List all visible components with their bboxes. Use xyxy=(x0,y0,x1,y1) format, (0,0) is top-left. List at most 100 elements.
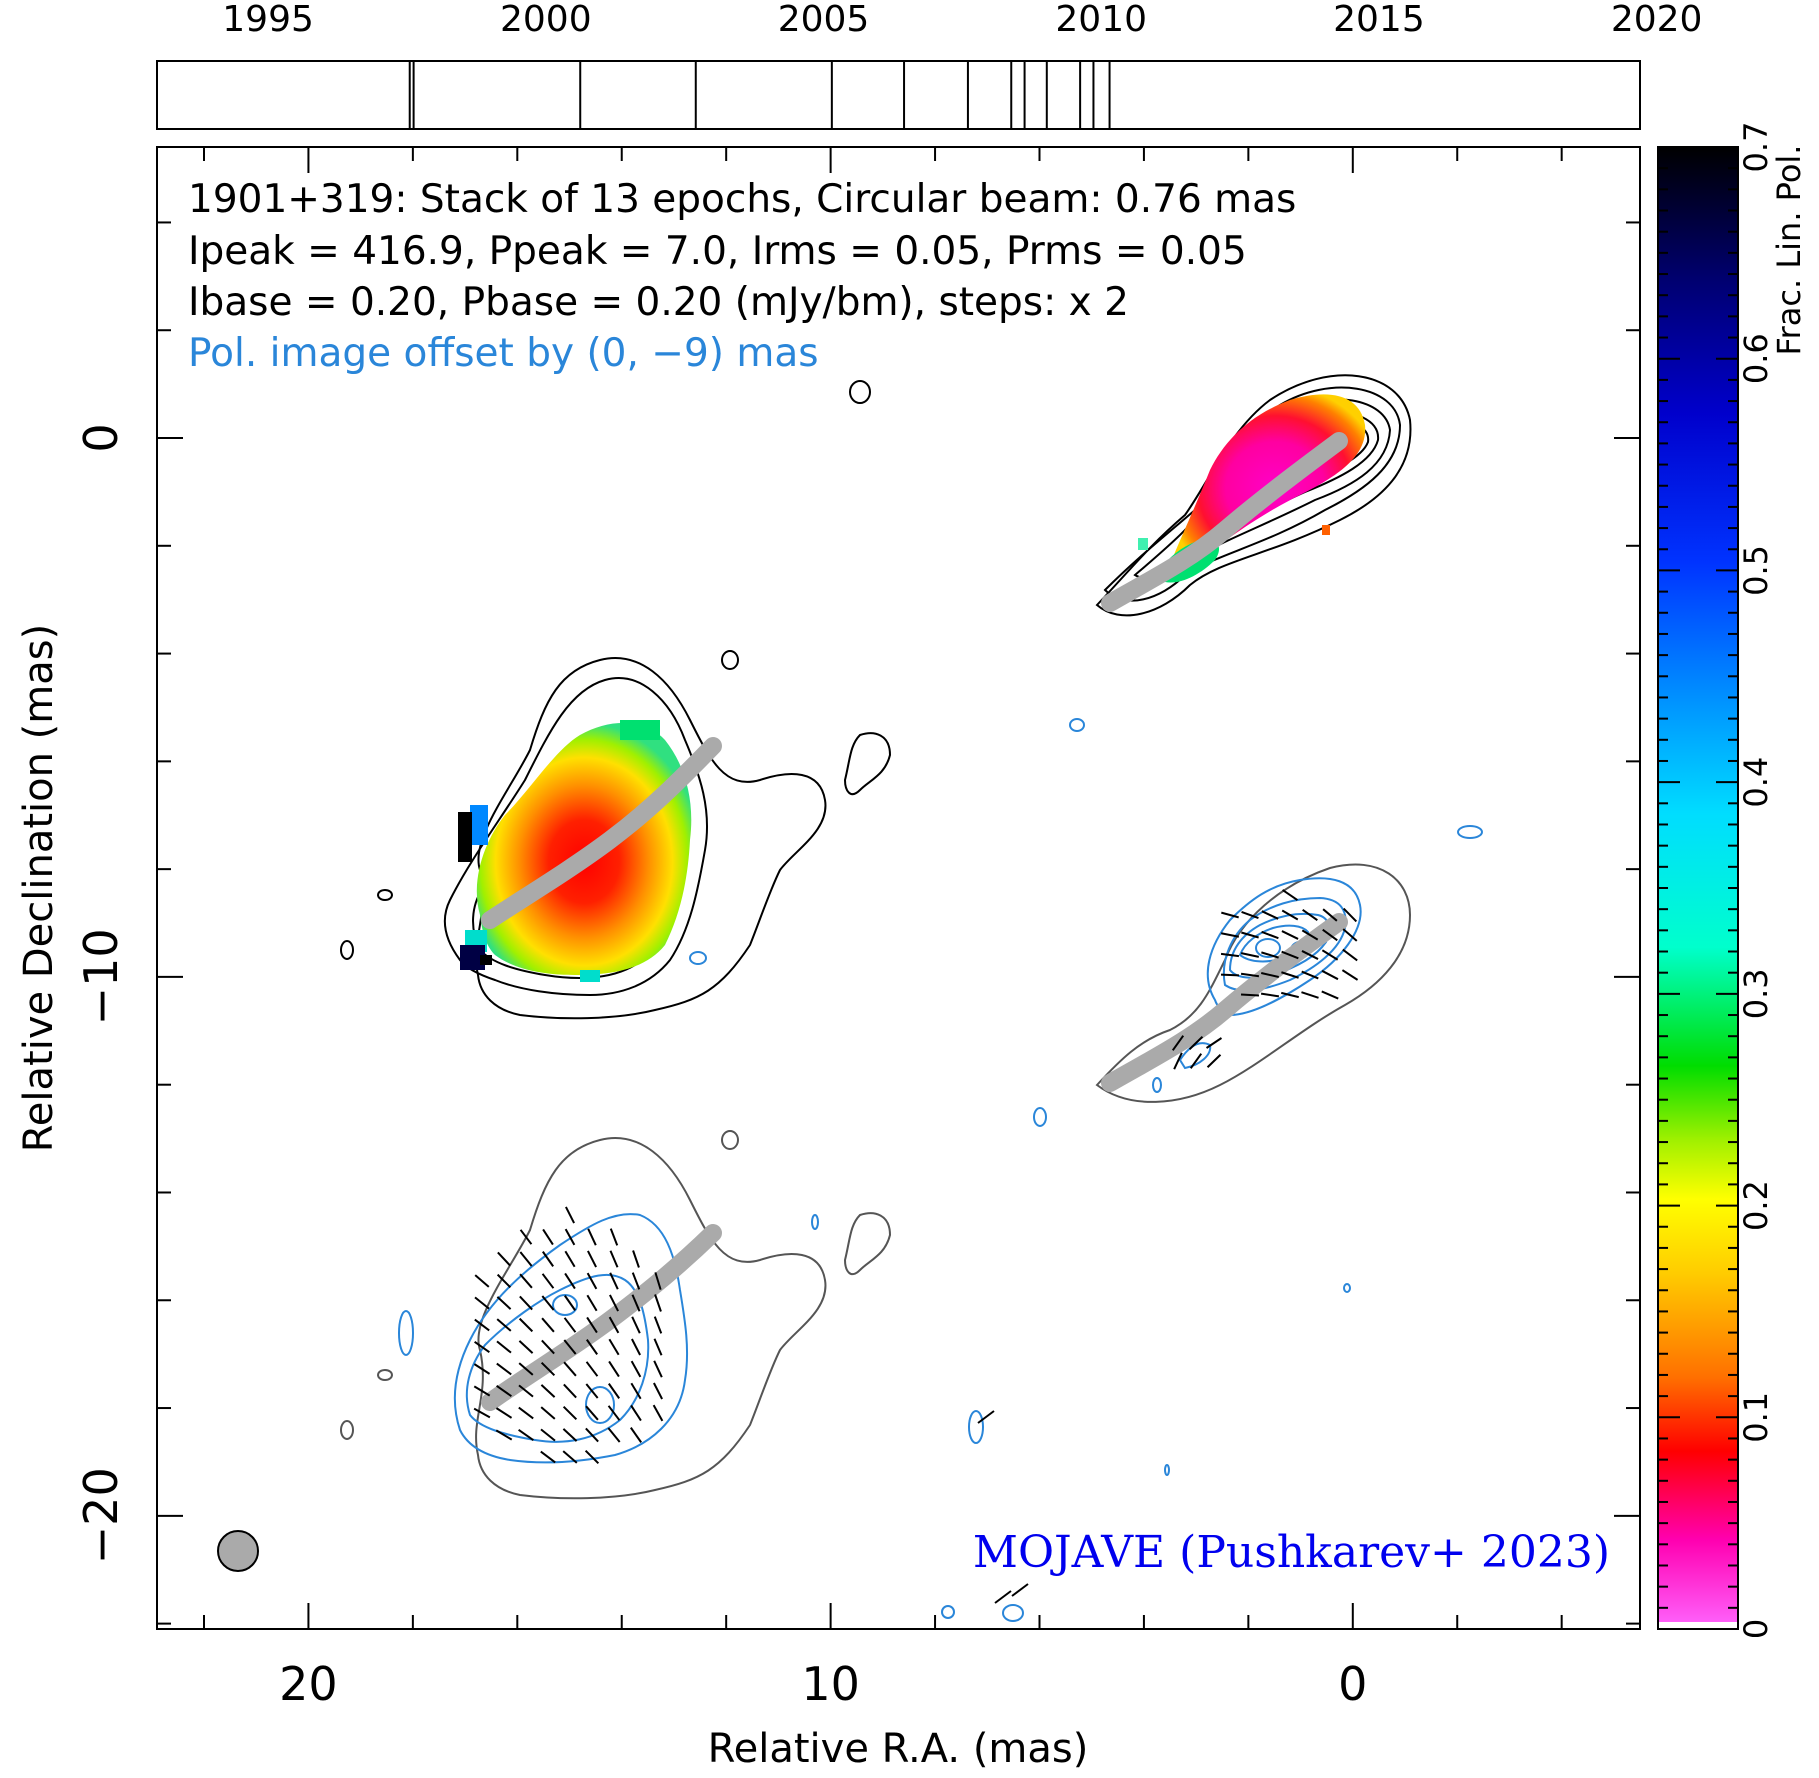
evpa-tick xyxy=(541,1295,555,1311)
pol-panel-intensity-contours xyxy=(340,863,1412,1500)
evpa-tick xyxy=(1301,929,1319,941)
evpa-tick xyxy=(586,1272,598,1290)
evpa-tick xyxy=(474,1274,490,1288)
colorbar-white-base xyxy=(1658,1622,1738,1629)
offset-note: Pol. image offset by (0, −9) mas xyxy=(188,331,819,376)
evpa-tick xyxy=(1260,992,1280,998)
evpa-tick xyxy=(562,1428,578,1442)
evpa-tick xyxy=(1173,1052,1183,1070)
evpa-tick xyxy=(541,1273,555,1289)
evpa-tick xyxy=(563,1383,577,1399)
evpa-tick xyxy=(542,1228,554,1246)
epoch-timeline: 1995 2000 2005 2010 2015 2020 xyxy=(156,0,1702,130)
evpa-tick xyxy=(540,1406,556,1420)
evpa-tick xyxy=(1301,970,1319,980)
evpa-tick xyxy=(518,1317,534,1333)
evpa-tick xyxy=(518,1406,534,1420)
evpa-tick xyxy=(1171,1035,1185,1051)
evpa-tick xyxy=(586,1316,598,1334)
evpa-tick xyxy=(540,1384,556,1398)
evpa-tick xyxy=(608,1383,620,1399)
timeline-epoch-marks xyxy=(408,61,1111,129)
evpa-tick xyxy=(541,1317,555,1333)
evpa-tick xyxy=(1240,952,1260,958)
evpa-tick xyxy=(1189,1053,1203,1069)
evpa-tick xyxy=(1011,1583,1029,1597)
evpa-tick xyxy=(1240,972,1260,978)
evpa-tick xyxy=(585,1405,599,1421)
evpa-tick xyxy=(564,1295,576,1311)
evpa-tick xyxy=(653,1316,663,1334)
evpa-tick xyxy=(1302,908,1318,922)
evpa-tick xyxy=(518,1340,534,1354)
evpa-tick xyxy=(609,1250,619,1268)
x-tick-label: 0 xyxy=(1338,1657,1367,1711)
evpa-tick xyxy=(653,1360,663,1378)
evpa-tick xyxy=(654,1272,662,1290)
evpa-tick xyxy=(518,1362,534,1376)
evpa-tick xyxy=(1322,928,1338,942)
evpa-tick xyxy=(1220,952,1240,958)
evpa-tick xyxy=(607,1427,621,1443)
evpa-tick xyxy=(631,1316,641,1334)
evpa-tick xyxy=(608,1338,620,1356)
evpa-tick xyxy=(1281,909,1299,921)
evpa-tick xyxy=(495,1407,513,1419)
colorbar-ticks: 0 0.1 0.2 0.3 0.4 0.5 0.6 0.7 xyxy=(1658,122,1775,1639)
evpa-tick xyxy=(1321,969,1339,981)
evpa-tick xyxy=(585,1427,599,1443)
evpa-tick xyxy=(609,1228,619,1246)
evpa-tick xyxy=(630,1404,642,1422)
evpa-tick xyxy=(630,1360,642,1378)
x-tick-label: 10 xyxy=(801,1657,860,1711)
ridgeline-polarization xyxy=(481,913,1348,1411)
map-tick-labels: 20 10 0 0 −10 −20 xyxy=(74,423,1367,1711)
evpa-tick xyxy=(496,1385,512,1397)
title-line-1: 1901+319: Stack of 13 epochs, Circular b… xyxy=(188,177,1296,222)
evpa-tick xyxy=(1261,910,1279,920)
timeline-year-label: 1995 xyxy=(222,0,314,40)
evpa-tick xyxy=(608,1360,620,1378)
evpa-tick xyxy=(653,1382,663,1400)
evpa-tick xyxy=(1281,930,1299,940)
evpa-tick xyxy=(631,1272,641,1290)
evpa-tick xyxy=(496,1273,512,1289)
evpa-tick xyxy=(630,1427,642,1443)
y-axis-label: Relative Declination (mas) xyxy=(16,624,62,1152)
evpa-tick xyxy=(565,1206,575,1224)
evpa-tick xyxy=(654,1294,662,1312)
evpa-tick xyxy=(563,1339,577,1355)
evpa-tick xyxy=(1301,991,1319,999)
evpa-tick xyxy=(652,1404,664,1422)
evpa-tick xyxy=(496,1340,512,1354)
colorbar: 0 0.1 0.2 0.3 0.4 0.5 0.6 0.7 Frac. Lin. Pol. xyxy=(1657,122,1808,1639)
evpa-tick xyxy=(519,1229,533,1245)
evpa-tick xyxy=(1241,910,1259,920)
evpa-tick xyxy=(474,1341,490,1353)
evpa-tick xyxy=(1206,1054,1222,1068)
evpa-tick xyxy=(1188,1036,1204,1050)
colorbar-fill xyxy=(1658,147,1738,1629)
evpa-tick xyxy=(587,1228,597,1246)
evpa-tick xyxy=(1241,931,1259,939)
evpa-tick xyxy=(1281,971,1299,979)
evpa-tick xyxy=(1261,972,1279,978)
evpa-tick xyxy=(518,1429,534,1441)
ridgeline-intensity xyxy=(481,432,1348,929)
evpa-tick xyxy=(540,1428,556,1442)
evpa-tick xyxy=(473,1385,491,1397)
core-fracpol-colormap xyxy=(1138,394,1366,583)
timeline-year-labels: 1995 2000 2005 2010 2015 2020 xyxy=(222,0,1702,40)
timeline-frame xyxy=(156,60,1641,130)
colorbar-tick-label: 0.3 xyxy=(1737,968,1775,1019)
evpa-tick xyxy=(1261,930,1279,940)
evpa-tick xyxy=(609,1272,619,1290)
evpa-tick xyxy=(653,1338,663,1356)
evpa-tick xyxy=(585,1361,599,1377)
map-axis-ticks xyxy=(157,147,1640,1629)
evpa-tick xyxy=(631,1338,641,1356)
y-tick-label: −10 xyxy=(74,928,128,1025)
evpa-tick xyxy=(519,1273,533,1289)
evpa-tick xyxy=(473,1363,491,1375)
